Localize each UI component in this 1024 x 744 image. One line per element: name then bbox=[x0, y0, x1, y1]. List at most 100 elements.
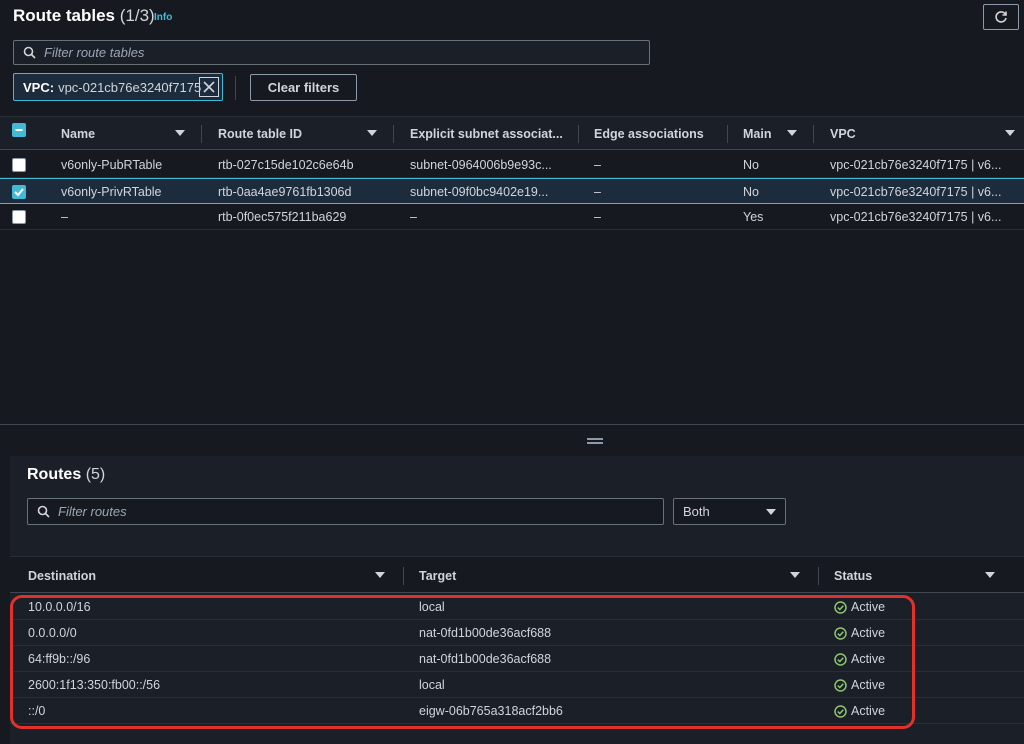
sort-caret-icon[interactable] bbox=[375, 572, 385, 578]
cell-status: Active bbox=[834, 620, 885, 646]
cell-destination: 10.0.0.0/16 bbox=[28, 600, 91, 614]
cell-main: No bbox=[743, 185, 759, 199]
close-icon bbox=[203, 81, 215, 93]
cell-target[interactable]: eigw-06b765a318acf2bb6 bbox=[419, 704, 563, 718]
routes-filter bbox=[27, 498, 664, 525]
cell-vpc[interactable]: vpc-021cb76e3240f7175 | v6... bbox=[830, 210, 1002, 224]
check-circle-icon bbox=[834, 704, 847, 718]
route-row: 10.0.0.0/16 local Active bbox=[10, 594, 1024, 620]
token-value: vpc-021cb76e3240f7175 bbox=[58, 79, 202, 95]
cell-main: No bbox=[743, 158, 759, 172]
info-link[interactable]: Info bbox=[154, 12, 173, 23]
sort-caret-icon[interactable] bbox=[367, 130, 377, 136]
route-row: 0.0.0.0/0 nat-0fd1b00de36acf688 Active bbox=[10, 620, 1024, 646]
col-edge-associations[interactable]: Edge associations bbox=[594, 127, 704, 141]
row-checkbox[interactable] bbox=[12, 210, 26, 224]
clear-filters-button[interactable]: Clear filters bbox=[250, 74, 357, 101]
routes-title-count: (5) bbox=[85, 466, 106, 483]
status-text: Active bbox=[851, 678, 886, 692]
column-divider[interactable] bbox=[813, 125, 814, 143]
cell-target[interactable]: nat-0fd1b00de36acf688 bbox=[419, 626, 552, 640]
col-main[interactable]: Main bbox=[743, 127, 772, 141]
cell-vpc[interactable]: vpc-021cb76e3240f7175 | v6... bbox=[830, 185, 1002, 199]
route-type-select-value: Both bbox=[683, 504, 710, 519]
remove-token-button[interactable] bbox=[199, 77, 219, 97]
row-checkbox[interactable] bbox=[12, 185, 26, 199]
column-divider[interactable] bbox=[818, 567, 819, 585]
cell-destination: 64:ff9b::/96 bbox=[28, 652, 91, 666]
routes-search-input[interactable] bbox=[58, 504, 622, 519]
cell-name: – bbox=[61, 210, 68, 224]
cell-route-table-id[interactable]: rtb-0f0ec575f211ba629 bbox=[218, 210, 347, 224]
sort-caret-icon[interactable] bbox=[787, 130, 797, 136]
routes-header: Destination Target Status bbox=[10, 556, 1024, 593]
routes-title: Routes (5) bbox=[27, 466, 105, 484]
route-row: ::/0 eigw-06b765a318acf2bb6 Active bbox=[10, 698, 1024, 724]
page-title: Route tables (1/3) bbox=[13, 6, 155, 26]
status-text: Active bbox=[851, 652, 886, 666]
cell-destination: 2600:1f13:350:fb00::/56 bbox=[28, 678, 161, 692]
cell-edge: – bbox=[594, 158, 601, 172]
cell-target[interactable]: nat-0fd1b00de36acf688 bbox=[419, 652, 552, 666]
cell-subnet[interactable]: subnet-09f0bc9402e19... bbox=[410, 185, 549, 199]
check-icon bbox=[14, 188, 24, 197]
routes-title-text: Routes bbox=[27, 466, 82, 483]
column-divider[interactable] bbox=[393, 125, 394, 143]
cell-subnet[interactable]: subnet-0964006b9e93c... bbox=[410, 158, 552, 172]
page-title-text: Route tables bbox=[13, 6, 116, 25]
column-divider[interactable] bbox=[727, 125, 728, 143]
table-row[interactable]: – rtb-0f0ec575f211ba629 – – Yes vpc-021c… bbox=[0, 204, 1024, 230]
drag-handle-icon[interactable] bbox=[587, 438, 603, 444]
split-panel-divider bbox=[0, 424, 1024, 456]
table-row[interactable]: v6only-PubRTable rtb-027c15de102c6e64b s… bbox=[0, 152, 1024, 178]
col-destination[interactable]: Destination bbox=[28, 568, 97, 583]
cell-vpc[interactable]: vpc-021cb76e3240f7175 | v6... bbox=[830, 158, 1002, 172]
status-text: Active bbox=[851, 626, 886, 640]
route-row: 64:ff9b::/96 nat-0fd1b00de36acf688 Activ… bbox=[10, 646, 1024, 672]
column-divider[interactable] bbox=[578, 125, 579, 143]
indeterminate-icon bbox=[15, 129, 23, 131]
check-circle-icon bbox=[834, 626, 847, 640]
check-circle-icon bbox=[834, 600, 847, 614]
col-target[interactable]: Target bbox=[419, 568, 457, 583]
col-status[interactable]: Status bbox=[834, 568, 873, 583]
refresh-button[interactable] bbox=[983, 4, 1019, 30]
search-icon bbox=[23, 46, 36, 59]
sort-caret-icon[interactable] bbox=[790, 572, 800, 578]
vpc-filter-token: VPC: vpc-021cb76e3240f7175 bbox=[13, 73, 223, 101]
cell-main: Yes bbox=[743, 210, 764, 224]
chevron-down-icon bbox=[766, 509, 776, 515]
route-row: 2600:1f13:350:fb00::/56 local Active bbox=[10, 672, 1024, 698]
cell-status: Active bbox=[834, 646, 885, 672]
status-text: Active bbox=[851, 704, 886, 718]
check-circle-icon bbox=[834, 678, 847, 692]
cell-status: Active bbox=[834, 672, 885, 698]
cell-route-table-id[interactable]: rtb-027c15de102c6e64b bbox=[218, 158, 354, 172]
page-title-count: (1/3) bbox=[119, 6, 155, 25]
cell-name: v6only-PubRTable bbox=[61, 158, 163, 172]
col-explicit-subnet[interactable]: Explicit subnet associat... bbox=[410, 127, 563, 141]
table-row-selected[interactable]: v6only-PrivRTable rtb-0aa4ae9761fb1306d … bbox=[0, 178, 1024, 204]
cell-target: local bbox=[419, 600, 445, 614]
select-all-checkbox[interactable] bbox=[12, 123, 26, 137]
column-divider[interactable] bbox=[403, 567, 404, 585]
cell-status: Active bbox=[834, 594, 885, 620]
route-tables-header: Name Route table ID Explicit subnet asso… bbox=[0, 116, 1024, 150]
col-name[interactable]: Name bbox=[61, 127, 96, 141]
sort-caret-icon[interactable] bbox=[985, 572, 995, 578]
cell-edge: – bbox=[594, 210, 601, 224]
sort-caret-icon[interactable] bbox=[175, 130, 185, 136]
row-checkbox[interactable] bbox=[12, 158, 26, 172]
route-table-search-input[interactable] bbox=[44, 45, 608, 60]
cell-destination: ::/0 bbox=[28, 704, 46, 718]
col-vpc[interactable]: VPC bbox=[830, 127, 856, 141]
cell-name: v6only-PrivRTable bbox=[61, 185, 162, 199]
token-key: VPC: bbox=[23, 79, 55, 95]
cell-route-table-id[interactable]: rtb-0aa4ae9761fb1306d bbox=[218, 185, 352, 199]
col-route-table-id[interactable]: Route table ID bbox=[218, 127, 303, 141]
sort-caret-icon[interactable] bbox=[1005, 130, 1015, 136]
search-icon bbox=[37, 505, 50, 518]
column-divider[interactable] bbox=[201, 125, 202, 143]
status-text: Active bbox=[851, 600, 886, 614]
route-type-select[interactable]: Both bbox=[673, 498, 786, 525]
